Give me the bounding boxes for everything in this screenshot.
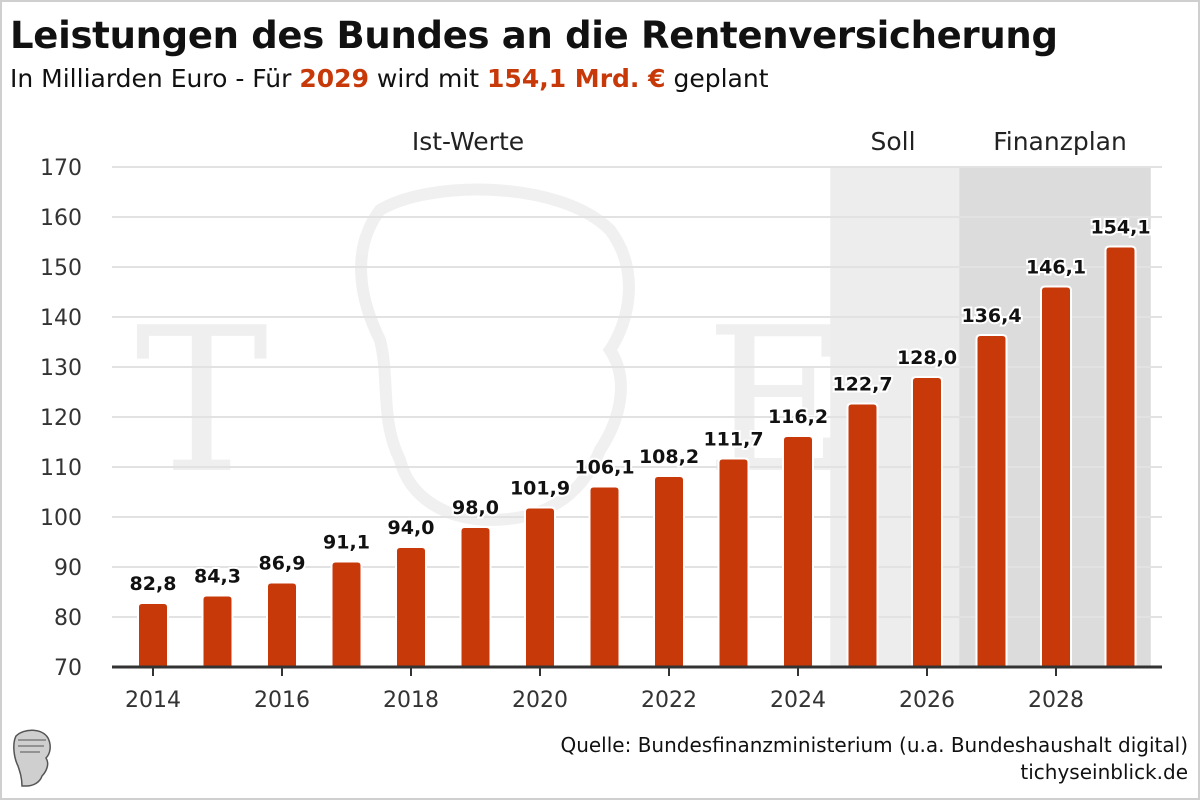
- y-tick-label: 90: [54, 556, 82, 581]
- bar-2020: [524, 506, 556, 668]
- value-label-2028: 146,1: [1026, 257, 1086, 279]
- region-label-ist: Ist-Werte: [412, 127, 524, 156]
- value-label-2017: 91,1: [323, 532, 370, 554]
- bar-2017: [330, 560, 363, 668]
- bar-2015: [201, 594, 234, 668]
- value-label-2018: 94,0: [388, 517, 435, 539]
- site-credit: tichyseinblick.de: [1020, 760, 1188, 784]
- value-label-2020: 101,9: [510, 478, 570, 500]
- y-tick-label: 140: [40, 306, 82, 331]
- y-tick-label: 170: [40, 156, 82, 181]
- value-label-2015: 84,3: [194, 566, 241, 588]
- y-tick-label: 80: [54, 606, 82, 631]
- region-label-soll: Soll: [870, 127, 915, 156]
- source-note: Quelle: Bundesfinanzministerium (u.a. Bu…: [560, 733, 1188, 757]
- subtitle-highlight-amount: 154,1 Mrd. €: [487, 64, 666, 93]
- bar-2022: [653, 475, 685, 668]
- bar-2014: [137, 602, 169, 668]
- x-tick-label: 2028: [1028, 688, 1084, 713]
- chart-subtitle: In Milliarden Euro - Für 2029 wird mit 1…: [10, 64, 769, 93]
- value-label-2021: 106,1: [574, 457, 634, 479]
- svg-text:T: T: [135, 285, 268, 518]
- value-label-2024: 116,2: [768, 406, 828, 428]
- y-tick-label: 130: [40, 356, 82, 381]
- y-tick-label: 70: [54, 656, 82, 681]
- value-label-2019: 98,0: [452, 497, 499, 519]
- value-label-2023: 111,7: [703, 429, 763, 451]
- bar-2028: [1040, 285, 1072, 668]
- subtitle-part: wird mit: [368, 64, 488, 93]
- subtitle-part: geplant: [665, 64, 769, 93]
- x-tick-label: 2024: [770, 688, 826, 713]
- value-label-2022: 108,2: [639, 446, 699, 468]
- chart-title: Leistungen des Bundes an die Rentenversi…: [10, 14, 1058, 57]
- x-tick-label: 2014: [125, 688, 181, 713]
- y-tick-label: 110: [40, 456, 82, 481]
- x-tick-label: 2026: [899, 688, 955, 713]
- value-label-2016: 86,9: [259, 553, 306, 575]
- value-label-2026: 128,0: [897, 347, 957, 369]
- bar-2025: [846, 402, 879, 668]
- y-tick-label: 150: [40, 256, 82, 281]
- value-label-2029: 154,1: [1090, 217, 1150, 239]
- y-tick-label: 160: [40, 206, 82, 231]
- bar-2027: [975, 334, 1008, 668]
- tichyseinblick-logo-icon: [13, 729, 51, 787]
- bar-2016: [266, 581, 298, 668]
- subtitle-highlight-year: 2029: [299, 64, 369, 93]
- value-label-2025: 122,7: [832, 374, 892, 396]
- x-tick-label: 2020: [512, 688, 568, 713]
- bar-2018: [395, 546, 427, 668]
- value-label-2014: 82,8: [130, 573, 177, 595]
- y-tick-label: 100: [40, 506, 82, 531]
- subtitle-part: In Milliarden Euro - Für: [10, 64, 300, 93]
- x-tick-label: 2022: [641, 688, 697, 713]
- bar-2029: [1104, 245, 1137, 668]
- x-tick-label: 2016: [254, 688, 310, 713]
- bar-2024: [782, 435, 814, 668]
- bar-2021: [588, 485, 621, 668]
- bar-2023: [717, 457, 750, 668]
- x-tick-label: 2018: [383, 688, 439, 713]
- bar-2019: [459, 526, 492, 668]
- y-tick-label: 120: [40, 406, 82, 431]
- bar-2026: [911, 376, 943, 668]
- region-label-finanzplan: Finanzplan: [993, 127, 1127, 156]
- value-label-2027: 136,4: [961, 305, 1021, 327]
